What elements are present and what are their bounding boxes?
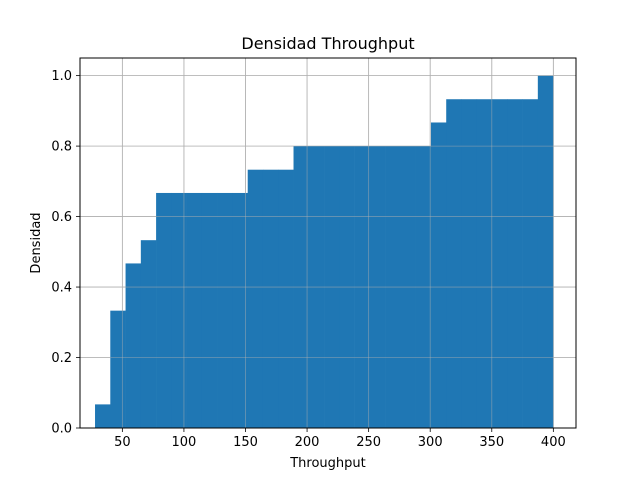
histogram-bar bbox=[247, 169, 264, 428]
histogram-bar bbox=[217, 192, 233, 428]
histogram-bar bbox=[110, 310, 126, 428]
x-axis-label: Throughput bbox=[289, 456, 366, 471]
x-tick-label: 200 bbox=[295, 435, 320, 450]
histogram-bar bbox=[186, 192, 203, 428]
y-axis-label: Densidad bbox=[29, 212, 44, 273]
x-tick-label: 250 bbox=[356, 435, 381, 450]
histogram-bar bbox=[262, 169, 279, 428]
histogram-bar bbox=[461, 99, 478, 428]
histogram-bar bbox=[232, 192, 249, 428]
y-axis-ticks: 0.0 0.2 0.4 0.6 0.8 1.0 bbox=[51, 69, 80, 437]
histogram-bar bbox=[537, 75, 554, 428]
x-tick-label: 150 bbox=[233, 435, 258, 450]
grid-lines-over-bars bbox=[80, 58, 576, 429]
histogram-bar bbox=[430, 122, 447, 428]
histogram-bar bbox=[446, 99, 462, 428]
histogram-bar bbox=[156, 192, 172, 428]
x-axis-ticks: 50 100 150 200 250 300 350 400 bbox=[114, 428, 566, 450]
histogram-bar bbox=[476, 99, 493, 428]
x-tick-label: 100 bbox=[172, 435, 197, 450]
y-tick-label: 0.2 bbox=[51, 351, 72, 366]
histogram-bar bbox=[125, 263, 142, 428]
y-tick-label: 1.0 bbox=[51, 69, 72, 84]
x-tick-label: 350 bbox=[479, 435, 504, 450]
histogram-bar bbox=[278, 169, 294, 428]
histogram-bar bbox=[95, 404, 111, 428]
histogram-bar bbox=[492, 99, 508, 428]
y-tick-label: 0.6 bbox=[51, 210, 72, 225]
x-tick-label: 300 bbox=[418, 435, 443, 450]
plot-frame bbox=[79, 57, 577, 429]
x-tick-label: 400 bbox=[541, 435, 566, 450]
histogram-bar bbox=[140, 240, 157, 428]
histogram-bar bbox=[522, 99, 539, 428]
y-tick-label: 0.8 bbox=[51, 140, 72, 155]
chart-title: Densidad Throughput bbox=[241, 34, 414, 53]
histogram-bar bbox=[201, 192, 218, 428]
histogram-bar bbox=[171, 192, 187, 428]
y-tick-label: 0.4 bbox=[51, 281, 72, 296]
histogram-bar bbox=[507, 99, 523, 428]
x-tick-label: 50 bbox=[114, 435, 131, 450]
y-tick-label: 0.0 bbox=[51, 422, 72, 437]
